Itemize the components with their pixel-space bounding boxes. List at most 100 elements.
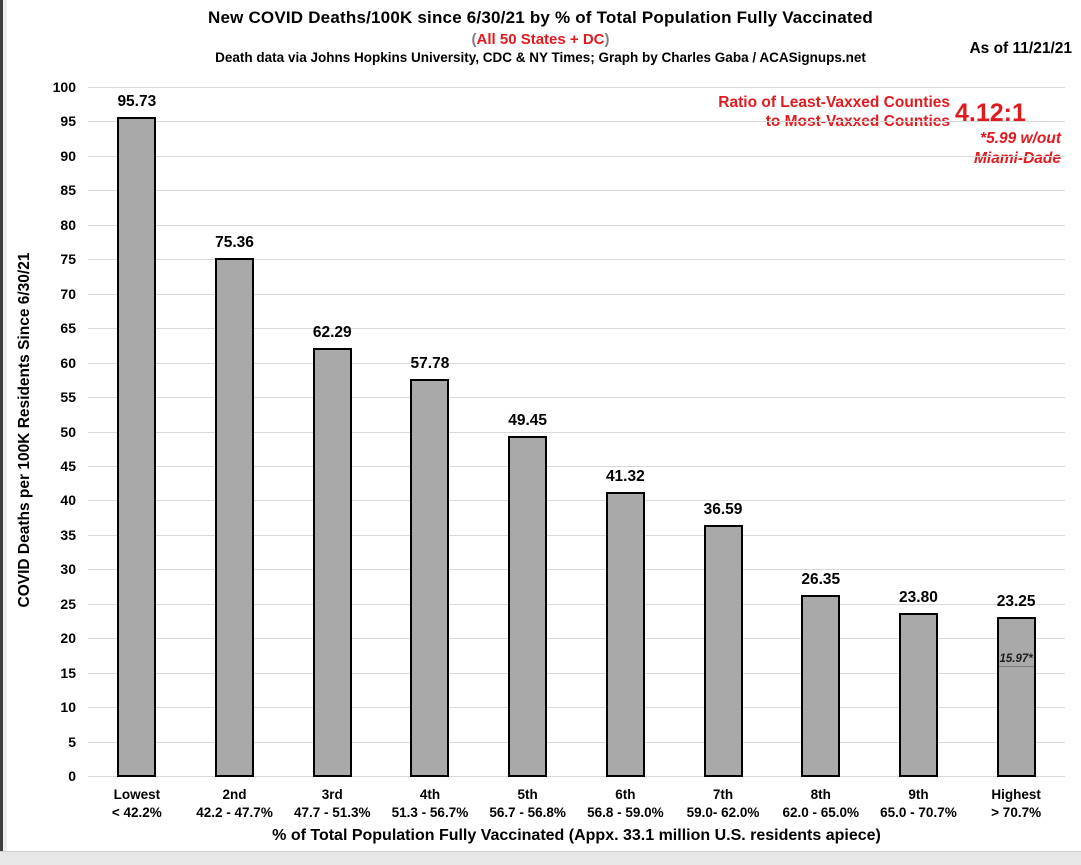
bar-3rd [312,347,352,777]
bar-value-label: 49.45 [508,412,548,430]
x-tick-range: 62.0 - 65.0% [782,805,860,820]
x-tick-range: 56.8 - 59.0% [587,805,664,820]
y-tick-label: 0 [68,768,76,784]
gridline [88,224,1065,226]
bar-value-label: 26.35 [801,571,841,589]
y-tick-label: 20 [60,630,76,647]
x-tick-range: 42.2 - 47.7% [196,805,273,820]
x-tick-label-4th: 4th 51.3 - 56.7% [360,786,500,822]
x-tick-label-8th: 8th 62.0 - 65.0% [751,786,891,822]
bar-4th [410,378,450,777]
x-axis-title: % of Total Population Fully Vaccinated (… [272,827,881,844]
y-tick-label: 65 [60,320,76,337]
y-tick-label: 50 [60,423,76,440]
gridline [88,121,1065,123]
gridline [88,190,1065,192]
bar-value-label: 23.80 [899,589,938,607]
inner-marker-line [998,665,1034,667]
bar-value-label: 36.59 [703,500,743,518]
y-tick-label: 80 [60,216,76,233]
x-tick-tier: 5th [517,787,538,802]
x-tick-range: 56.7 - 56.8% [489,805,566,820]
x-tick-tier: 3rd [321,787,343,802]
y-tick-label: 100 [52,79,76,95]
ratio-footnote-line1: *5.99 w/out [980,130,1061,147]
y-tick-label: 25 [60,595,76,612]
y-tick-label: 35 [60,526,76,543]
gridline [88,293,1065,295]
ratio-annotation-line1: Ratio of Least-Vaxxed Counties [718,94,950,111]
ratio-footnote-line2: Miami-Dade [974,150,1061,167]
x-tick-tier: 8th [810,787,831,802]
bar-value-label: 62.29 [312,323,352,341]
x-tick-tier: 2nd [222,787,247,802]
x-tick-label-5th: 5th 56.7 - 56.8% [458,786,598,822]
subtitle-open-paren: ( [471,31,477,48]
subtitle-close-paren: ) [604,31,610,48]
bar-2nd [215,257,255,777]
gridline [88,672,1065,674]
x-tick-range: 65.0 - 70.7% [880,805,957,820]
y-tick-label: 30 [60,561,76,578]
bar-value-label: 41.32 [605,468,645,486]
x-tick-label-3rd: 3rd 47.7 - 51.3% [262,786,402,822]
gridline [88,465,1065,467]
x-tick-tier: Lowest [113,787,161,802]
gridline [88,638,1065,640]
y-tick-label: 70 [60,285,76,302]
bar-value-label: 75.36 [215,233,254,251]
gridline [88,328,1065,330]
x-tick-label-2nd: 2nd 42.2 - 47.7% [165,786,305,822]
subtitle-text: All 50 States + DC [476,31,605,48]
as-of-date: As of 11/21/21 [969,40,1072,57]
inner-marker-label: 15.97* [999,652,1033,665]
bar-lowest [117,117,157,777]
x-tick-range: 47.7 - 51.3% [293,805,371,820]
y-tick-label: 85 [60,182,76,199]
chart-subtitle: (All 50 States + DC) [0,31,1081,48]
chart-title: New COVID Deaths/100K since 6/30/21 by %… [207,8,874,27]
bar-9th [898,613,938,777]
gridline [88,87,1065,88]
bar-value-label: 95.73 [117,93,157,111]
x-tick-tier: 9th [908,787,929,802]
bar-highest [996,616,1036,777]
y-tick-label: 55 [60,389,76,406]
bar-8th [801,595,841,777]
bar-7th [703,524,743,777]
gridline [88,431,1065,433]
y-tick-label: 45 [60,457,76,474]
window-bottom-edge [0,851,1081,865]
plot-area: 95.73 75.36 62.29 57.78 49.45 41.32 36.59 26.35… [88,87,1065,777]
gridline [88,741,1065,743]
x-tick-label-9th: 9th 65.0 - 70.7% [848,786,988,822]
window-left-edge [0,0,3,851]
x-tick-label-lowest: Lowest < 42.2% [67,786,207,822]
gridline [88,776,1065,777]
x-tick-range: < 42.2% [111,805,162,820]
y-tick-label: 40 [60,492,76,509]
x-tick-range: 51.3 - 56.7% [391,805,469,820]
y-tick-label: 90 [60,147,76,164]
gridline [88,397,1065,399]
x-tick-range: > 70.7% [991,805,1042,820]
y-tick-label: 10 [60,699,76,716]
x-tick-label-6th: 6th 56.8 - 59.0% [555,786,695,822]
data-credit-line: Death data via Johns Hopkins University,… [215,50,866,65]
bar-5th [508,436,548,777]
window-left-edge-highlight [3,0,7,851]
gridline [88,259,1065,261]
gridline [88,707,1065,709]
gridline [88,500,1065,502]
bar-value-label: 57.78 [410,354,450,372]
x-tick-tier: 6th [615,787,636,802]
y-tick-label: 15 [60,664,76,681]
gridline [88,155,1065,157]
gridline [88,603,1065,605]
y-tick-label: 60 [60,354,76,371]
y-tick-label: 5 [68,733,76,750]
bar-6th [605,492,645,777]
x-tick-tier: Highest [991,787,1041,802]
gridline [88,569,1065,571]
